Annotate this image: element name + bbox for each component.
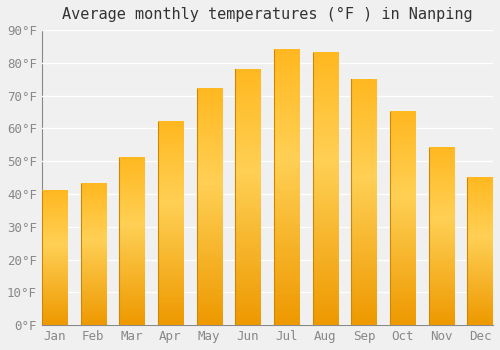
Title: Average monthly temperatures (°F ) in Nanping: Average monthly temperatures (°F ) in Na… (62, 7, 472, 22)
